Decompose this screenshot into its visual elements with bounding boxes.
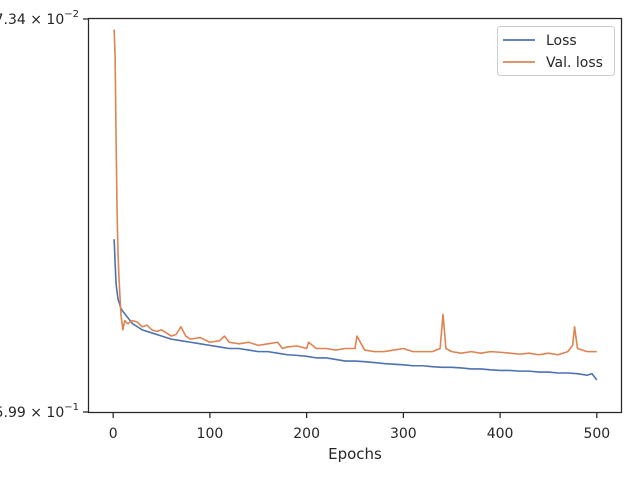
- x-axis-label: Epochs: [328, 445, 382, 463]
- x-tick-label: 100: [197, 426, 224, 442]
- x-tick-label: 500: [583, 426, 610, 442]
- x-axis-ticks: 0 100 200 300 400 500: [109, 412, 610, 442]
- x-tick-label: 200: [293, 426, 320, 442]
- x-tick-label: 300: [390, 426, 417, 442]
- x-tick-label: 0: [109, 426, 118, 442]
- plot-lines: [113, 29, 598, 381]
- y-axis-ticks: 5.99 × 10−1 7.34 × 10−2: [0, 9, 89, 421]
- x-tick-label: 400: [487, 426, 514, 442]
- legend-label: Loss: [546, 33, 577, 49]
- series-line-val-loss: [113, 29, 597, 356]
- legend-label: Val. loss: [546, 55, 603, 71]
- legend: Loss Val. loss: [497, 26, 615, 76]
- series-line-loss: [113, 239, 598, 381]
- y-tick-label: 7.34 × 10−2: [0, 9, 79, 28]
- y-tick-label: 5.99 × 10−1: [0, 402, 79, 421]
- legend-box: [497, 26, 615, 76]
- plot-frame: [87, 17, 623, 414]
